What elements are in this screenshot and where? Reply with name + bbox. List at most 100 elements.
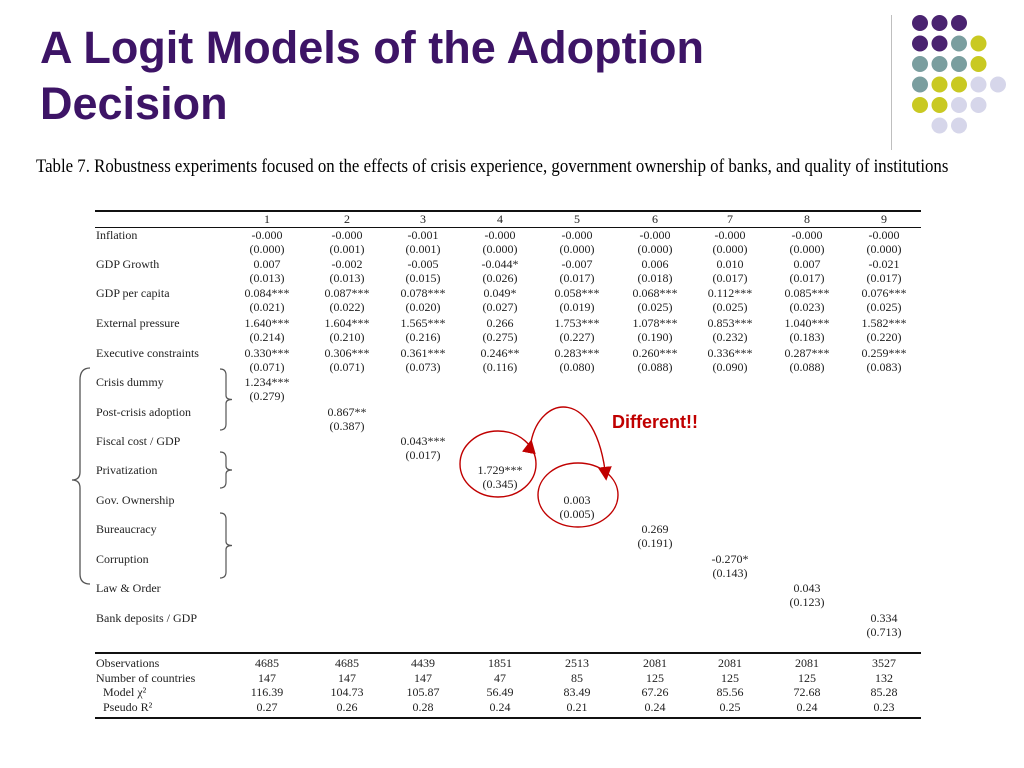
std-error: (0.071) bbox=[329, 360, 365, 374]
coef-value: 0.246** bbox=[480, 346, 520, 360]
coef-value: 0.085*** bbox=[784, 286, 830, 300]
right-brace-institutions bbox=[219, 512, 233, 579]
column-header: 6 bbox=[652, 212, 658, 226]
coef-value: -0.270* bbox=[711, 552, 749, 566]
std-error: (0.025) bbox=[866, 300, 902, 314]
std-error: (0.000) bbox=[637, 242, 673, 256]
std-error: (0.023) bbox=[789, 300, 825, 314]
row-label: Crisis dummy bbox=[96, 375, 164, 389]
std-error: (0.000) bbox=[482, 242, 518, 256]
column-header: 1 bbox=[264, 212, 270, 226]
stat-value: 85.56 bbox=[716, 685, 744, 699]
decorative-dot-teal bbox=[912, 76, 928, 93]
decorative-dot-lavender bbox=[931, 117, 948, 134]
coef-value: -0.000 bbox=[714, 228, 746, 242]
decorative-dot-grid bbox=[912, 15, 1006, 134]
coef-value: 0.084*** bbox=[244, 286, 290, 300]
stat-value: 67.26 bbox=[641, 685, 669, 699]
stat-label: Observations bbox=[96, 656, 160, 670]
header-rule bbox=[95, 227, 921, 228]
decorative-dot-lavender bbox=[951, 97, 967, 113]
coef-value: -0.002 bbox=[331, 257, 363, 271]
row-label: GDP per capita bbox=[96, 286, 170, 300]
stat-value: 0.28 bbox=[412, 699, 434, 714]
stat-value: 47 bbox=[494, 670, 506, 685]
std-error: (0.017) bbox=[789, 271, 825, 285]
stat-value: 85.28 bbox=[870, 685, 898, 699]
coef-value: 0.853*** bbox=[707, 316, 753, 330]
coef-value: 1.040*** bbox=[784, 316, 830, 330]
stat-value: 4685 bbox=[335, 656, 359, 670]
stat-value: 56.49 bbox=[486, 685, 514, 699]
coef-value: 1.234*** bbox=[244, 375, 290, 389]
decorative-dot-purple bbox=[931, 35, 948, 52]
column-header: 3 bbox=[420, 212, 426, 226]
coef-value: 0.306*** bbox=[324, 346, 370, 360]
std-error: (0.088) bbox=[789, 360, 825, 374]
coef-value: 0.336*** bbox=[707, 346, 753, 360]
std-error: (0.214) bbox=[249, 330, 285, 344]
decorative-dot-purple bbox=[912, 15, 928, 31]
std-error: (0.232) bbox=[712, 330, 748, 344]
coef-value: 0.087*** bbox=[324, 286, 370, 300]
large-left-brace bbox=[71, 367, 91, 585]
stats-rule bbox=[95, 652, 921, 654]
column-header: 4 bbox=[497, 212, 503, 226]
std-error: (0.019) bbox=[559, 300, 595, 314]
column-header: 2 bbox=[344, 212, 350, 226]
std-error: (0.013) bbox=[249, 271, 285, 285]
stat-value: 147 bbox=[338, 670, 356, 685]
decorative-dot-purple bbox=[951, 15, 967, 31]
decorative-dot-teal bbox=[931, 56, 948, 72]
stat-value: 0.25 bbox=[719, 699, 741, 714]
stat-value: 0.24 bbox=[644, 699, 666, 714]
coef-value: 0.068*** bbox=[632, 286, 678, 300]
coef-value: 0.006 bbox=[641, 257, 669, 271]
coef-value: 0.043*** bbox=[400, 434, 446, 448]
std-error: (0.210) bbox=[329, 330, 365, 344]
std-error: (0.279) bbox=[249, 389, 285, 403]
column-header: 5 bbox=[574, 212, 580, 226]
decorative-dot-purple bbox=[912, 35, 928, 52]
std-error: (0.015) bbox=[405, 271, 441, 285]
column-header: 8 bbox=[804, 212, 810, 226]
row-label: Gov. Ownership bbox=[96, 493, 175, 507]
row-label: Law & Order bbox=[96, 581, 161, 595]
std-error: (0.026) bbox=[482, 271, 518, 285]
decorative-dot-teal bbox=[912, 56, 928, 72]
table-caption: Table 7. Robustness experiments focused … bbox=[36, 156, 949, 177]
stat-value: 147 bbox=[258, 670, 276, 685]
std-error: (0.116) bbox=[482, 360, 518, 374]
std-error: (0.000) bbox=[866, 242, 902, 256]
coef-value: 0.003 bbox=[563, 493, 591, 507]
std-error: (0.183) bbox=[789, 330, 825, 344]
row-label: GDP Growth bbox=[96, 257, 160, 271]
stat-value: 2081 bbox=[718, 656, 742, 670]
stat-value: 147 bbox=[414, 670, 432, 685]
coef-value: 0.266 bbox=[486, 316, 514, 330]
stat-value: 85 bbox=[571, 670, 583, 685]
row-label: Post-crisis adoption bbox=[96, 405, 191, 419]
coef-value: -0.000 bbox=[331, 228, 363, 242]
std-error: (0.018) bbox=[637, 271, 673, 285]
std-error: (0.080) bbox=[559, 360, 595, 374]
std-error: (0.220) bbox=[866, 330, 902, 344]
stat-value: 0.24 bbox=[489, 699, 511, 714]
std-error: (0.123) bbox=[789, 595, 825, 609]
std-error: (0.216) bbox=[405, 330, 441, 344]
coef-value: 0.334 bbox=[870, 611, 898, 625]
std-error: (0.027) bbox=[482, 300, 518, 314]
coef-value: 0.076*** bbox=[861, 286, 907, 300]
std-error: (0.083) bbox=[866, 360, 902, 374]
stat-value: 0.24 bbox=[796, 699, 818, 714]
coef-value: -0.001 bbox=[407, 228, 439, 242]
coef-value: 0.078*** bbox=[400, 286, 446, 300]
decorative-dot-yellow bbox=[951, 76, 967, 93]
std-error: (0.345) bbox=[482, 477, 518, 491]
coef-value: -0.000 bbox=[639, 228, 671, 242]
stat-value: 125 bbox=[798, 670, 816, 685]
coef-value: 0.049* bbox=[483, 286, 517, 300]
coef-value: 0.287*** bbox=[784, 346, 830, 360]
decorative-dot-lavender bbox=[970, 97, 987, 113]
row-label: Executive constraints bbox=[96, 346, 199, 360]
